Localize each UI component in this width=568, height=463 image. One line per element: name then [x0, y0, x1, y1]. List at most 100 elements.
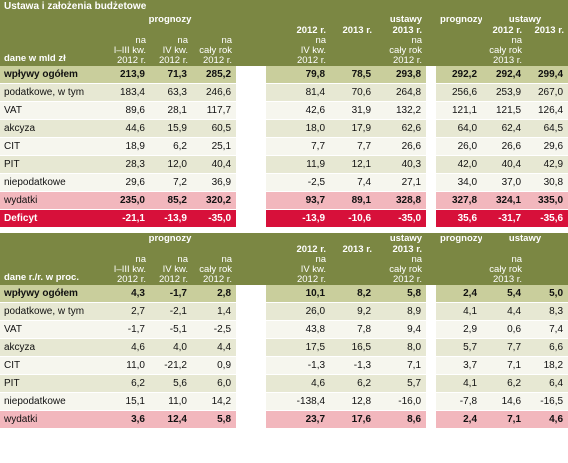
cell-value: 62,6	[376, 119, 427, 138]
cell-value: 9,2	[330, 302, 377, 321]
cell-value: 6,0	[192, 374, 237, 393]
column-gap	[236, 155, 267, 174]
table-row: akcyza 4,6 4,0 4,4 17,5 16,5 8,0 5,7 7,7 6,6	[0, 338, 568, 357]
col-header: na	[482, 255, 527, 265]
cell-value: 7,1	[482, 410, 527, 429]
cell-value: 40,4	[192, 155, 237, 174]
cell-value: 11,0	[150, 392, 192, 411]
col-header: na	[266, 36, 331, 46]
col-header: na	[192, 255, 237, 265]
col-header: na	[376, 36, 427, 46]
cell-value: 4,3	[104, 285, 150, 303]
year-header: 2012 r.	[266, 25, 331, 36]
row-label: akcyza	[0, 338, 104, 357]
table-title: Ustawa i założenia budżetowe	[0, 0, 568, 14]
cell-value: 36,9	[192, 173, 237, 192]
cell-value: 18,9	[104, 137, 150, 156]
col-header: 2013 r.	[482, 275, 527, 285]
cell-value: 183,4	[104, 83, 150, 102]
cell-value: 89,6	[104, 101, 150, 120]
row-label: Deficyt	[0, 209, 104, 228]
cell-value: 8,3	[526, 302, 568, 321]
cell-value: 327,8	[436, 191, 483, 210]
column-gap	[426, 101, 437, 120]
column-gap	[236, 137, 267, 156]
cell-value: -35,0	[192, 209, 237, 228]
cell-value: 2,7	[104, 302, 150, 321]
column-gap	[426, 66, 437, 84]
cell-value: 285,2	[192, 66, 237, 84]
cell-value: 43,8	[266, 320, 331, 339]
row-label: PIT	[0, 155, 104, 174]
cell-value: 23,7	[266, 410, 331, 429]
cell-value: 235,0	[104, 191, 150, 210]
group-prognozy-header: prognozy	[148, 233, 192, 244]
table-row: wpływy ogółem 213,9 71,3 285,2 79,8 78,5 293,8…	[0, 66, 568, 84]
cell-value: 14,2	[192, 392, 237, 411]
group-ustawy-right-header: ustawy	[482, 14, 568, 25]
cell-value: 5,7	[376, 374, 427, 393]
column-gap	[236, 66, 267, 84]
cell-value: -21,1	[104, 209, 150, 228]
unit-label: dane r./r. w proc.	[0, 255, 104, 285]
cell-value: 27,1	[376, 173, 427, 192]
cell-value: -2,5	[192, 320, 237, 339]
cell-value: 7,1	[376, 356, 427, 375]
table-row: niepodatkowe 29,6 7,2 36,9 -2,5 7,4 27,1 34,0 37…	[0, 173, 568, 192]
cell-value: -21,2	[150, 356, 192, 375]
column-gap	[426, 320, 437, 339]
col-header: 2012 r.	[376, 56, 427, 66]
col-header: 2013 r.	[482, 56, 527, 66]
cell-value: 60,5	[192, 119, 237, 138]
cell-value: 31,9	[330, 101, 377, 120]
column-gap	[236, 320, 267, 339]
table-row: wydatki 235,0 85,2 320,2 93,7 89,1 328,8 327,8 3…	[0, 191, 568, 210]
cell-value: 62,4	[482, 119, 527, 138]
group-prognozy-right-header: prognozy	[436, 233, 483, 244]
row-label: wpływy ogółem	[0, 285, 104, 303]
cell-value: -1,3	[330, 356, 377, 375]
section-divider	[0, 228, 568, 233]
cell-value: 11,0	[104, 356, 150, 375]
cell-value: 29,6	[526, 137, 568, 156]
cell-value: 335,0	[526, 191, 568, 210]
row-label: CIT	[0, 356, 104, 375]
row-label: wydatki	[0, 191, 104, 210]
column-gap	[426, 285, 437, 303]
cell-value: -13,9	[266, 209, 331, 228]
budget-table-growth: prognozy ustawy prognozy ustawy 2012 r. …	[0, 233, 568, 429]
cell-value: 78,5	[330, 66, 377, 84]
table-row: wydatki 3,6 12,4 5,8 23,7 17,6 8,6 2,4 7,1 4,6	[0, 410, 568, 429]
col-header: 2012 r.	[266, 56, 331, 66]
column-gap	[426, 302, 437, 321]
cell-value: 7,7	[330, 137, 377, 156]
col-header: cały rok	[376, 46, 427, 56]
col-header: cały rok	[376, 265, 427, 275]
cell-value: 30,8	[526, 173, 568, 192]
year-header: 2012 r.	[482, 25, 527, 36]
column-gap	[236, 173, 267, 192]
cell-value: 4,0	[150, 338, 192, 357]
cell-value: 213,9	[104, 66, 150, 84]
cell-value: 64,5	[526, 119, 568, 138]
cell-value: -35,0	[376, 209, 427, 228]
col-header: 2012 r.	[150, 275, 192, 285]
cell-value: 12,8	[330, 392, 377, 411]
cell-value: 5,6	[150, 374, 192, 393]
year-header: 2013 r.	[376, 25, 427, 36]
cell-value: 5,8	[192, 410, 237, 429]
cell-value: 246,6	[192, 83, 237, 102]
row-label: wydatki	[0, 410, 104, 429]
col-header: cały rok	[482, 46, 527, 56]
col-header: I–III kw.	[104, 46, 150, 56]
column-gap	[236, 191, 267, 210]
cell-value: 4,4	[482, 302, 527, 321]
col-header: IV kw.	[266, 265, 331, 275]
cell-value: 11,9	[266, 155, 331, 174]
cell-value: 4,1	[436, 374, 483, 393]
column-gap	[426, 137, 437, 156]
year-header: 2013 r.	[330, 25, 377, 36]
column-gap	[236, 374, 267, 393]
cell-value: 132,2	[376, 101, 427, 120]
cell-value: 93,7	[266, 191, 331, 210]
